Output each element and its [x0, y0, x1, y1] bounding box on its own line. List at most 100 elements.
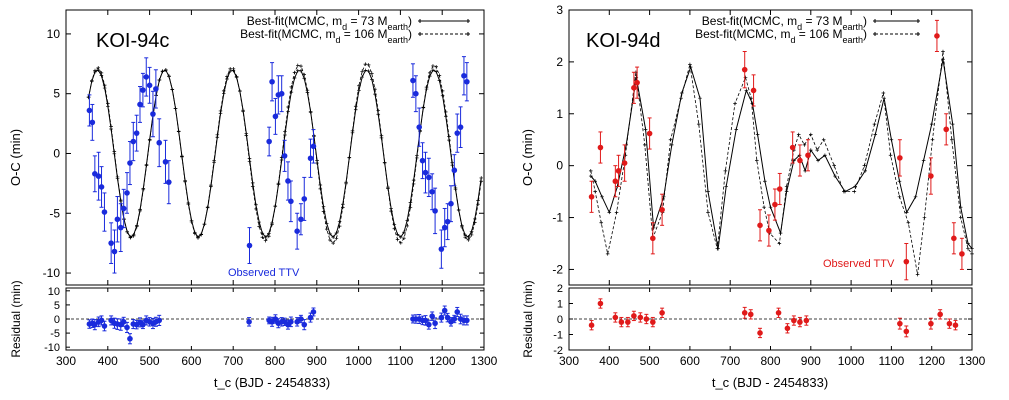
model-curve-106-point	[138, 209, 142, 213]
model-curve-73-point	[476, 198, 480, 203]
observed-ttv-point	[120, 205, 127, 212]
model-curve-73-point	[593, 179, 597, 184]
model-curve-106-point	[267, 234, 271, 239]
model-curve-106-point	[395, 237, 400, 242]
model-curve-106-point	[447, 134, 451, 139]
observed-ttv-point	[294, 228, 300, 234]
model-curve-106-point	[941, 49, 945, 54]
model-curve-106-point	[96, 66, 101, 70]
x-tick-label: 400	[599, 354, 619, 368]
model-curve-106-point	[131, 234, 136, 238]
residual-point	[310, 309, 317, 315]
model-curve-106-point	[118, 198, 123, 202]
observed-ttv-point	[127, 160, 133, 166]
model-curve-106-point	[334, 236, 339, 241]
observed-ttv-point	[86, 107, 93, 114]
residual-y-tick-label: 5	[54, 300, 60, 312]
observed-ttv-point	[146, 82, 153, 89]
y-tick-label: 0	[556, 159, 563, 173]
residual-point	[444, 314, 451, 321]
model-curve-106-point	[324, 227, 329, 231]
model-curve-106-point	[315, 161, 319, 165]
model-curve-73-point	[447, 138, 451, 142]
model-curve-73-point	[469, 229, 474, 234]
x-tick-label: 1000	[345, 354, 372, 368]
residual-y-tick-label: -5	[50, 328, 60, 340]
x-tick-label: 400	[98, 354, 118, 368]
residual-point	[928, 320, 934, 327]
model-curve-106-point	[112, 149, 117, 154]
observed-ttv-point	[162, 159, 169, 165]
observed-ttv-point	[95, 173, 102, 179]
model-curve-106-point	[599, 220, 604, 225]
observed-ttv-point	[928, 173, 934, 179]
model-curve-106-point	[328, 238, 332, 242]
model-curve-73-point	[744, 88, 749, 93]
observed-ttv-point	[797, 157, 803, 164]
model-curve-106-point	[696, 122, 701, 126]
observed-ttv-point	[934, 33, 940, 39]
observed-ttv-point	[776, 186, 783, 192]
observed-ttv-point	[266, 138, 272, 145]
model-curve-106-point	[809, 132, 813, 137]
y-tick-label: 5	[53, 87, 60, 101]
x-tick-label: 500	[140, 354, 160, 368]
model-curve-73-point	[283, 133, 287, 137]
x-tick-label: 700	[720, 354, 740, 368]
residual-point	[441, 307, 448, 314]
model-curve-106-point	[93, 68, 97, 73]
y-tick-label: 2	[556, 55, 563, 69]
model-curve-106-point	[440, 89, 445, 93]
model-curve-106-point	[357, 83, 361, 88]
model-curve-106-point	[144, 163, 149, 168]
x-tick-label: 1000	[838, 354, 865, 368]
model-curve-106-point	[777, 241, 782, 246]
model-curve-106-point	[199, 232, 204, 237]
x-tick-label: 900	[801, 354, 821, 368]
model-curve-106-point	[215, 133, 220, 137]
observed-ttv-point	[413, 90, 419, 97]
model-curve-106-point	[192, 231, 197, 236]
y-tick-label: -2	[552, 262, 563, 276]
residual-point	[464, 317, 470, 324]
observed-ttv-point	[143, 74, 150, 80]
x-tick-label: 700	[223, 354, 243, 368]
observed-ttv-point	[621, 160, 628, 166]
model-curve-106-point	[392, 226, 397, 231]
model-curve-106-point	[157, 78, 162, 82]
residual-point	[659, 310, 665, 316]
model-curve-106-point	[389, 209, 393, 213]
model-curve-73-point	[897, 179, 902, 184]
x-axis-label: t_c (BJD - 2454833)	[712, 375, 828, 390]
model-curve-106-point	[180, 155, 184, 159]
observed-ttv-point	[307, 155, 314, 162]
residual-point	[741, 310, 748, 316]
y-tick-label: -5	[49, 206, 60, 220]
model-curve-73-point	[328, 232, 332, 236]
observed-ttv-point	[416, 124, 423, 130]
model-curve-106-point	[321, 209, 326, 214]
model-curve-106-point	[376, 108, 381, 113]
residual-point	[101, 323, 108, 329]
residual-point	[156, 317, 163, 324]
model-curve-106-point	[958, 215, 963, 220]
model-curve-106-point	[453, 186, 458, 190]
model-curve-106-point	[466, 238, 471, 242]
model-curve-106-point	[308, 109, 313, 114]
observed-ttv-point	[615, 168, 622, 174]
observed-ttv-point	[150, 111, 156, 117]
model-curve-106-point	[832, 163, 836, 168]
model-curve-106-point	[286, 105, 290, 109]
observed-ttv-point	[429, 188, 435, 195]
model-curve-106-point	[341, 205, 345, 210]
residual-y-tick-label: -1	[553, 330, 563, 342]
model-curve-106-point	[212, 158, 216, 163]
observed-ttv-point	[631, 85, 637, 91]
model-curve-106-point	[427, 71, 432, 75]
model-curve-106-point	[398, 241, 403, 245]
observed-ttv-point	[457, 124, 464, 130]
chart-title: KOI-94c	[96, 30, 169, 52]
model-curve-106-point	[186, 202, 191, 206]
observed-ttv-point	[246, 242, 253, 249]
observed-ttv-point	[943, 126, 950, 133]
